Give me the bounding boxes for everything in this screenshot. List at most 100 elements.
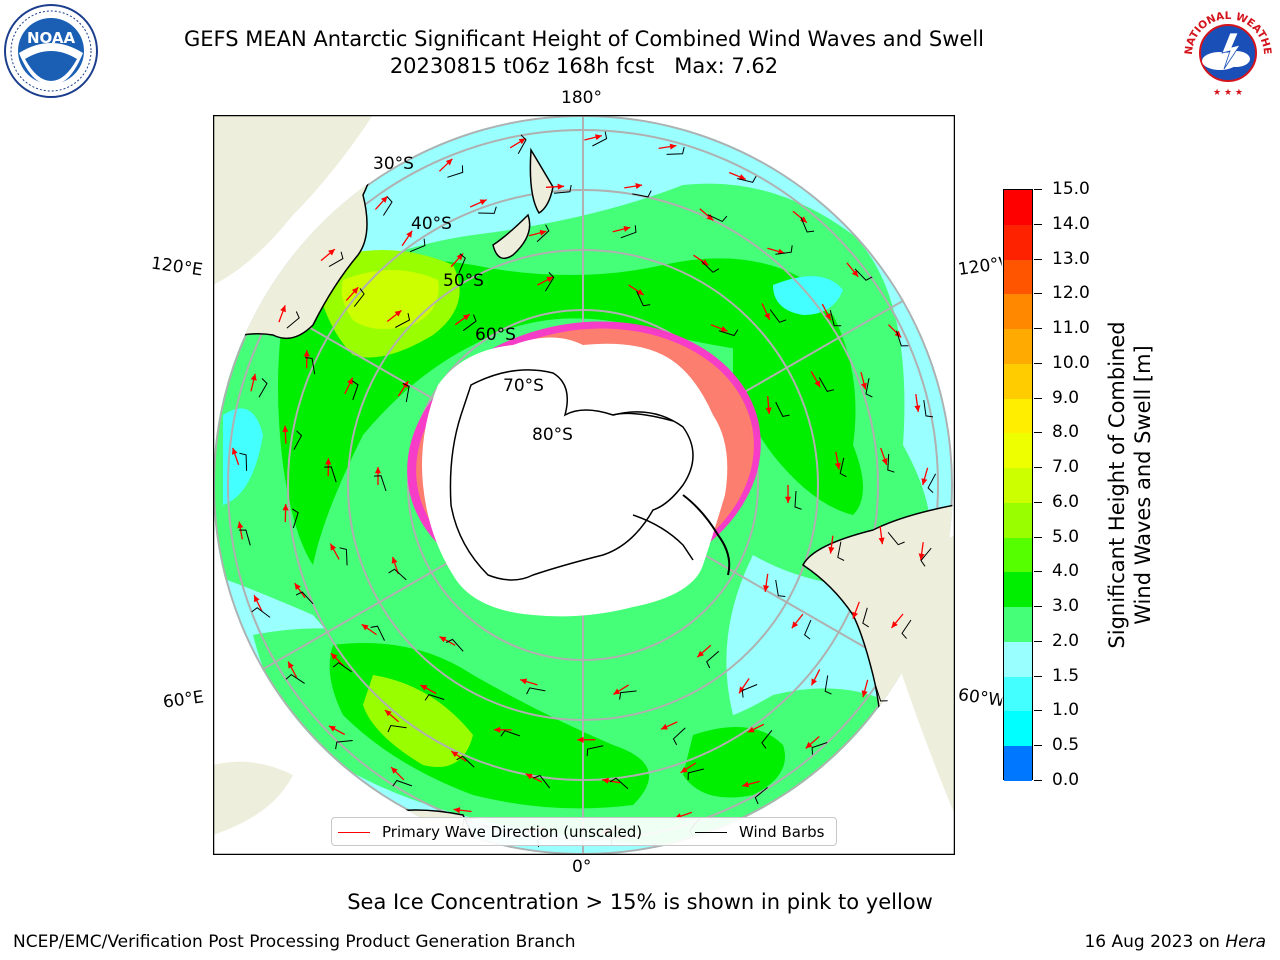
wave-arrow-head — [330, 543, 337, 551]
wind-barb — [500, 730, 521, 737]
wave-arrow-head — [739, 686, 745, 694]
lat-label-70s: 70°S — [503, 376, 544, 396]
wind-barb — [687, 768, 704, 780]
colorbar-tick — [1034, 675, 1042, 677]
wave-arrow-head — [462, 314, 470, 321]
wind-barb — [382, 196, 393, 216]
wave-arrow-head — [445, 158, 453, 166]
colorbar-tick — [1034, 397, 1042, 399]
colorbar-tick — [1034, 745, 1042, 747]
colorbar-tick-label: 13.0 — [1052, 248, 1090, 269]
wind-barb — [701, 260, 720, 273]
wind-barb — [803, 619, 812, 640]
wind-barb — [775, 245, 793, 255]
wind-barb — [478, 206, 497, 214]
wave-arrow-head — [406, 230, 413, 238]
wave-arrow-head — [595, 134, 602, 141]
colorbar-segment — [1004, 259, 1032, 295]
wind-barb — [927, 473, 937, 494]
wave-arrow-head — [834, 462, 841, 470]
wave-arrow-head — [394, 310, 402, 317]
colorbar-segment — [1004, 711, 1032, 747]
wind-barb — [462, 314, 477, 332]
wind-barb — [335, 740, 353, 750]
wind-barb — [536, 224, 550, 243]
wind-barb — [761, 729, 773, 749]
wave-arrow-head — [669, 143, 677, 150]
wind-barb — [526, 687, 546, 695]
colorbar-tick-label: 12.0 — [1052, 283, 1090, 304]
colorbar-tick-label: 3.0 — [1052, 596, 1080, 617]
wind-barb — [636, 290, 651, 307]
wind-barb — [718, 329, 739, 337]
wave-arrow-head — [811, 678, 817, 686]
wind-barb — [295, 591, 314, 605]
wave-arrow-head — [680, 766, 688, 773]
lon-label-60e: 60°E — [161, 687, 206, 713]
colorbar-tick-label: 0.5 — [1052, 735, 1080, 756]
colorbar-tick-label: 8.0 — [1052, 422, 1080, 443]
wind-barb — [800, 217, 815, 233]
wind-barb — [332, 662, 352, 673]
wave-direction-legend-label: Primary Wave Direction (unscaled) — [382, 823, 643, 841]
colorbar-tick-label: 4.0 — [1052, 561, 1080, 582]
wave-arrow-head — [785, 496, 792, 503]
colorbar-tick — [1034, 432, 1042, 434]
wave-arrow-head — [851, 270, 859, 277]
wind-barb — [672, 727, 686, 746]
wave-arrow-head — [280, 305, 286, 313]
wind-barb — [409, 238, 426, 253]
wave-arrow-head — [763, 585, 770, 592]
wave-arrow-head — [361, 624, 369, 631]
map-panel[interactable]: 30°S 40°S 50°S 60°S 70°S 80°S — [212, 114, 956, 856]
wind-barb — [865, 378, 873, 398]
wave-arrow-head — [720, 326, 728, 332]
wave-arrow-head — [439, 636, 447, 643]
wind-barb — [592, 131, 608, 147]
wave-arrow-head — [237, 521, 244, 529]
wind-barb — [829, 309, 842, 327]
colorbar-segment — [1004, 572, 1032, 608]
colorbar-tick — [1034, 293, 1042, 295]
wave-arrow-head — [697, 650, 704, 658]
wave-arrow-head — [525, 773, 533, 780]
wind-barb — [887, 453, 895, 473]
wind-barb — [251, 607, 271, 618]
wind-barb — [553, 184, 572, 194]
noaa-logo: NOAA — [3, 3, 99, 99]
colorbar — [1003, 189, 1033, 782]
wave-arrow-head — [384, 710, 392, 717]
wave-arrow-head — [520, 678, 528, 685]
wind-barb — [920, 547, 932, 567]
wind-barb — [632, 190, 652, 198]
footer-credit: NCEP/EMC/Verification Post Processing Pr… — [13, 932, 576, 952]
colorbar-tick — [1034, 223, 1042, 225]
wind-barb — [839, 457, 847, 478]
new-zealand — [492, 147, 554, 260]
colorbar-tick-label: 15.0 — [1052, 179, 1090, 199]
wind-barb — [392, 779, 413, 787]
wave-arrow-head — [391, 556, 398, 564]
lat-label-30s: 30°S — [373, 154, 414, 174]
colorbar-segment — [1004, 294, 1032, 330]
footer-machine: Hera — [1225, 932, 1266, 952]
wind-barb — [395, 313, 411, 328]
title-line-1: GEFS MEAN Antarctic Significant Height o… — [183, 27, 985, 51]
colorbar-tick — [1034, 258, 1042, 260]
wave-arrow-head — [706, 214, 714, 221]
wave-arrow-head — [825, 313, 831, 321]
wave-arrow-head — [282, 504, 289, 511]
wave-arrow-head — [861, 382, 867, 390]
colorbar-tick — [1034, 571, 1042, 573]
wave-band-4m-east — [733, 300, 863, 515]
wind-barb — [620, 225, 637, 239]
wave-arrow-head — [328, 725, 336, 732]
wind-barb — [544, 272, 555, 292]
wave-arrow-head — [347, 377, 353, 385]
colorbar-segment — [1004, 190, 1032, 226]
polar-map-svg: 30°S 40°S 50°S 60°S 70°S 80°S — [212, 114, 956, 856]
colorbar-tick-label: 5.0 — [1052, 526, 1080, 547]
footer-date-text: 16 Aug 2023 on — [1084, 932, 1226, 952]
colorbar-tick-label: 1.0 — [1052, 700, 1080, 721]
wave-arrow-head — [453, 807, 461, 814]
